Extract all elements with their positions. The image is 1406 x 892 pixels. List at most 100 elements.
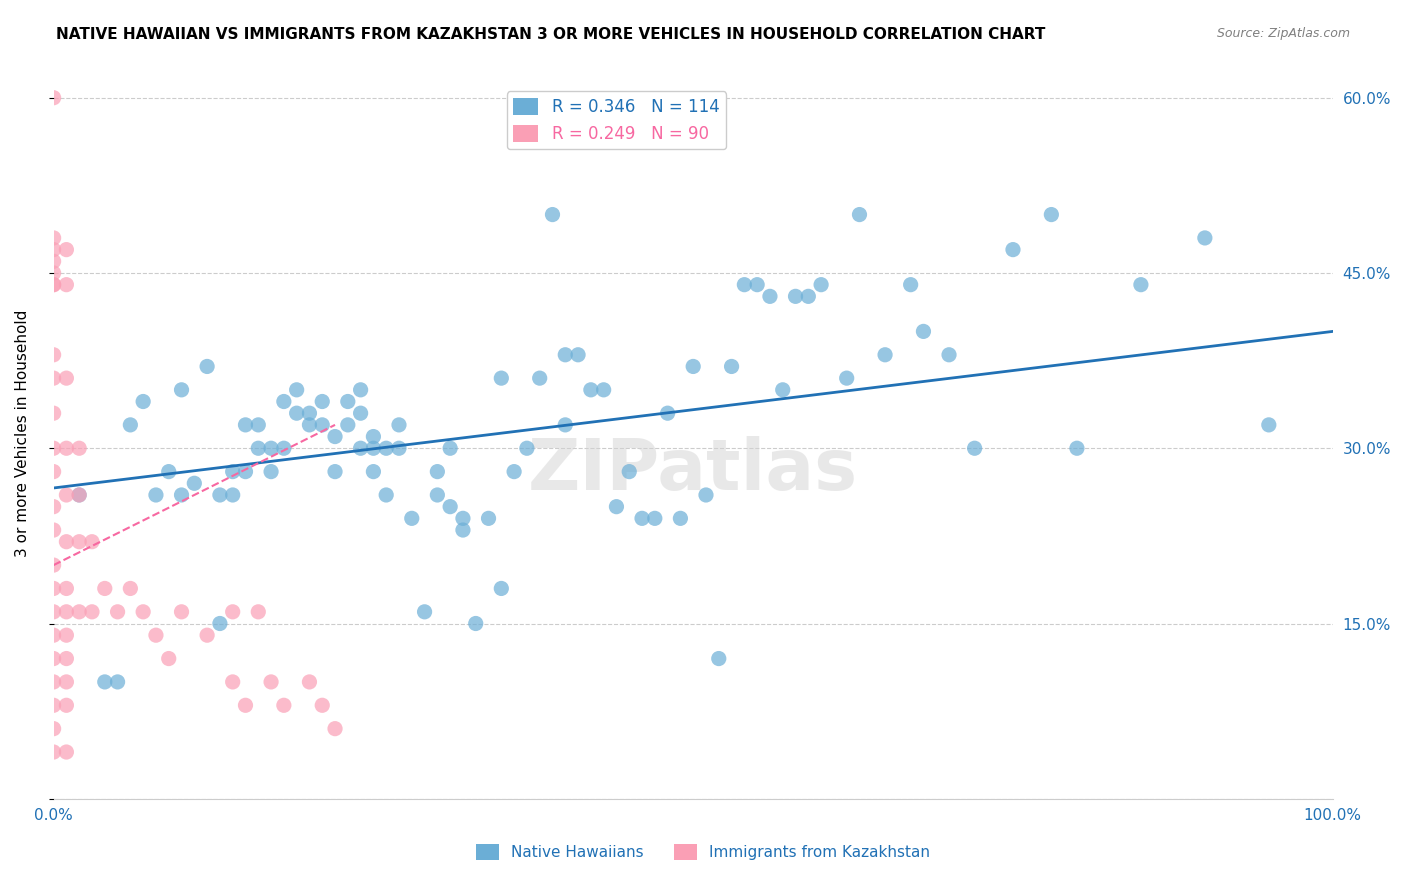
Point	[835, 371, 858, 385]
Point	[42, 348, 65, 362]
Point	[273, 394, 295, 409]
Point	[235, 417, 257, 432]
Point	[55, 582, 77, 596]
Point	[401, 511, 423, 525]
Point	[222, 674, 245, 689]
Point	[772, 383, 794, 397]
Point	[55, 277, 77, 292]
Point	[323, 465, 346, 479]
Point	[619, 465, 641, 479]
Point	[42, 582, 65, 596]
Point	[477, 511, 499, 525]
Point	[55, 628, 77, 642]
Point	[298, 406, 321, 420]
Legend: Native Hawaiians, Immigrants from Kazakhstan: Native Hawaiians, Immigrants from Kazakh…	[470, 838, 936, 866]
Point	[349, 442, 371, 456]
Point	[439, 500, 461, 514]
Point	[491, 582, 513, 596]
Point	[42, 465, 65, 479]
Point	[42, 91, 65, 105]
Point	[107, 605, 129, 619]
Point	[260, 674, 283, 689]
Point	[120, 582, 142, 596]
Point	[682, 359, 704, 374]
Point	[247, 417, 270, 432]
Point	[363, 442, 385, 456]
Point	[195, 359, 218, 374]
Point	[311, 698, 333, 713]
Point	[541, 208, 564, 222]
Point	[247, 605, 270, 619]
Point	[42, 277, 65, 292]
Point	[67, 488, 90, 502]
Point	[375, 488, 398, 502]
Point	[285, 406, 308, 420]
Point	[375, 442, 398, 456]
Point	[55, 488, 77, 502]
Point	[273, 442, 295, 456]
Point	[579, 383, 602, 397]
Point	[516, 442, 538, 456]
Point	[42, 722, 65, 736]
Point	[42, 254, 65, 268]
Point	[42, 243, 65, 257]
Point	[848, 208, 870, 222]
Point	[554, 417, 576, 432]
Point	[413, 605, 436, 619]
Point	[55, 371, 77, 385]
Point	[42, 406, 65, 420]
Point	[323, 429, 346, 443]
Point	[208, 616, 231, 631]
Point	[55, 442, 77, 456]
Point	[94, 674, 117, 689]
Point	[388, 417, 411, 432]
Point	[195, 628, 218, 642]
Point	[873, 348, 896, 362]
Point	[42, 651, 65, 665]
Point	[1257, 417, 1279, 432]
Legend: R = 0.346   N = 114, R = 0.249   N = 90: R = 0.346 N = 114, R = 0.249 N = 90	[506, 92, 725, 150]
Point	[797, 289, 820, 303]
Point	[311, 394, 333, 409]
Point	[605, 500, 627, 514]
Point	[107, 674, 129, 689]
Text: NATIVE HAWAIIAN VS IMMIGRANTS FROM KAZAKHSTAN 3 OR MORE VEHICLES IN HOUSEHOLD CO: NATIVE HAWAIIAN VS IMMIGRANTS FROM KAZAK…	[56, 27, 1046, 42]
Point	[631, 511, 654, 525]
Point	[695, 488, 717, 502]
Point	[451, 523, 474, 537]
Point	[491, 371, 513, 385]
Point	[1066, 442, 1088, 456]
Point	[132, 394, 155, 409]
Point	[1129, 277, 1152, 292]
Point	[170, 383, 193, 397]
Point	[747, 277, 769, 292]
Point	[67, 488, 90, 502]
Point	[567, 348, 589, 362]
Point	[363, 465, 385, 479]
Point	[55, 745, 77, 759]
Point	[439, 442, 461, 456]
Point	[311, 417, 333, 432]
Point	[298, 674, 321, 689]
Point	[912, 325, 935, 339]
Point	[157, 465, 180, 479]
Point	[42, 628, 65, 642]
Point	[183, 476, 205, 491]
Point	[42, 442, 65, 456]
Point	[42, 266, 65, 280]
Point	[554, 348, 576, 362]
Point	[592, 383, 614, 397]
Point	[42, 500, 65, 514]
Point	[336, 417, 359, 432]
Point	[707, 651, 730, 665]
Point	[260, 465, 283, 479]
Point	[323, 722, 346, 736]
Point	[94, 582, 117, 596]
Point	[363, 429, 385, 443]
Point	[80, 534, 103, 549]
Text: ZIPatlas: ZIPatlas	[529, 435, 858, 505]
Point	[349, 383, 371, 397]
Point	[426, 465, 449, 479]
Point	[1194, 231, 1216, 245]
Point	[42, 277, 65, 292]
